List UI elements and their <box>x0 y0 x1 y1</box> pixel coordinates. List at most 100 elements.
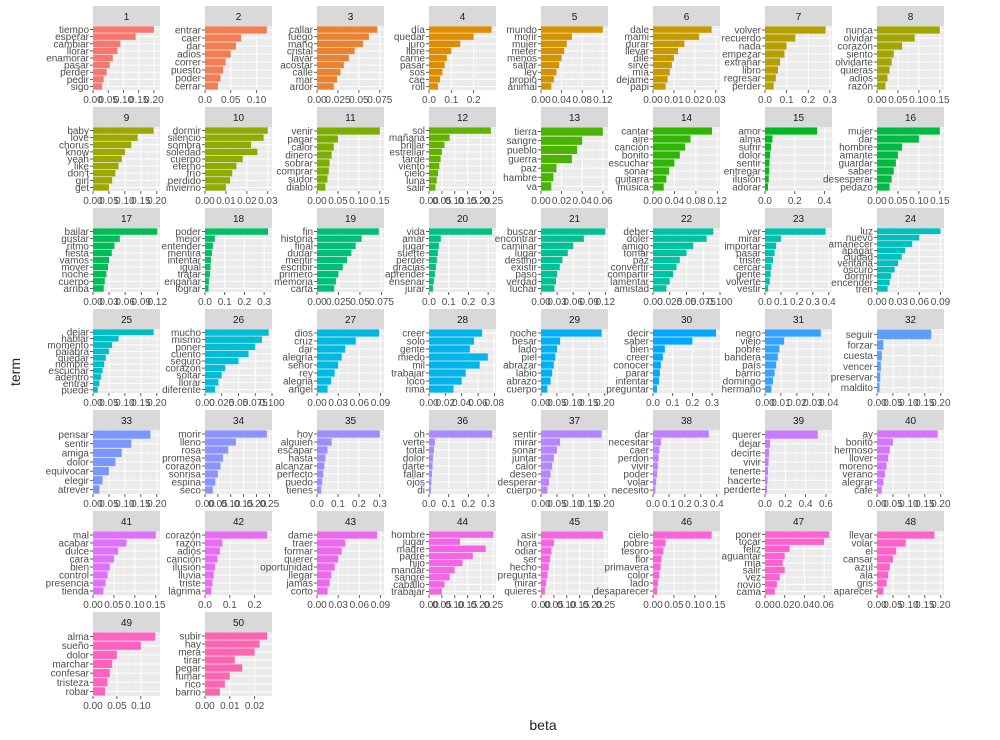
bar <box>429 486 431 494</box>
y-tick-label: moreno <box>839 462 873 473</box>
bar <box>541 278 557 285</box>
x-tick-label: 0.05 <box>350 297 370 308</box>
facet-strip-label: 41 <box>121 517 133 528</box>
bar <box>205 688 220 696</box>
facet-29: 29 nochebesarladopielabrazarlabioabrazocu… <box>503 309 615 409</box>
y-tick-label: mano <box>288 39 313 50</box>
y-tick-label: deber <box>623 227 649 238</box>
bar <box>541 173 554 182</box>
y-tick-label: desperar <box>498 478 538 489</box>
y-tick-label: memoria <box>274 277 313 288</box>
y-tick-label: acabar <box>58 539 89 550</box>
x-tick-label: 0.05 <box>883 398 903 409</box>
bar <box>877 228 941 235</box>
bar <box>877 579 887 587</box>
y-tick-label: caer <box>182 34 202 45</box>
bar <box>205 184 226 191</box>
x-tick-label: 0.04 <box>572 196 592 207</box>
y-tick-label: conocer <box>613 361 649 372</box>
y-tick-label: tren <box>856 284 873 295</box>
y-tick-label: cae <box>409 75 426 86</box>
x-tick-label: 0.05 <box>98 95 118 106</box>
y-tick-label: pregunta <box>498 571 538 582</box>
bar <box>541 345 557 353</box>
bar <box>205 547 220 555</box>
bar <box>93 579 106 587</box>
bar <box>317 135 338 143</box>
y-tick-label: quieres <box>504 587 537 598</box>
y-tick-label: volverte <box>726 277 761 288</box>
y-tick-label: tesoro <box>621 547 649 558</box>
bar <box>429 177 437 184</box>
y-tick-label: caminar <box>501 241 537 252</box>
y-tick-label: dejame <box>616 75 649 86</box>
x-tick-label: 0.03 <box>706 95 726 106</box>
y-tick-label: aire <box>632 135 649 146</box>
y-tick-label: jamás <box>285 579 313 590</box>
facet-strip <box>317 309 384 329</box>
y-axis-title: term <box>7 358 23 386</box>
x-tick-label: 0.10 <box>125 600 145 611</box>
x-tick-label: 0.2 <box>352 499 366 510</box>
bar <box>877 135 919 143</box>
x-tick-label: 0.08 <box>572 95 592 106</box>
x-tick-label: 0.025 <box>325 95 350 106</box>
bar <box>541 154 572 164</box>
bar <box>765 50 785 58</box>
x-tick-label: 0.00 <box>419 600 439 611</box>
bar <box>653 249 687 257</box>
y-tick-label: gente <box>400 345 425 356</box>
x-tick-label: 0.06 <box>910 297 930 308</box>
bar <box>205 470 218 478</box>
bar <box>93 380 100 387</box>
y-tick-label: lado <box>518 345 537 356</box>
x-tick-label: 0.00 <box>531 196 551 207</box>
x-tick-label: 0.06 <box>350 398 370 409</box>
bar <box>877 470 885 478</box>
y-tick-label: promesa <box>162 454 201 465</box>
y-tick-label: compartir <box>607 270 649 281</box>
bar <box>317 361 339 369</box>
y-tick-label: gente <box>736 270 761 281</box>
y-tick-label: guerra <box>508 155 537 166</box>
bar <box>93 26 154 33</box>
bar <box>653 159 675 167</box>
bar <box>93 539 127 547</box>
bar <box>653 345 665 353</box>
bar <box>429 559 463 567</box>
x-tick-label: 0.0 <box>758 297 772 308</box>
y-tick-label: aguantar <box>722 551 762 562</box>
y-tick-label: llevar <box>625 46 650 57</box>
bar <box>877 175 892 183</box>
x-tick-label: 0.03 <box>99 297 119 308</box>
bar <box>765 175 769 183</box>
x-tick-label: 0.06 <box>563 297 583 308</box>
bar <box>205 372 222 379</box>
bar <box>317 278 336 285</box>
y-tick-label: dar <box>299 345 314 356</box>
y-tick-label: don't <box>68 169 90 180</box>
y-tick-label: hambre <box>503 173 537 184</box>
facet-strip <box>653 107 720 127</box>
y-tick-label: mañana <box>389 133 426 144</box>
y-tick-label: mejor <box>176 234 202 245</box>
bar <box>205 242 213 249</box>
bar <box>653 446 660 454</box>
bar <box>877 50 894 58</box>
y-tick-label: adorar <box>732 183 762 194</box>
bar <box>429 184 436 191</box>
y-tick-label: alegria <box>283 377 313 388</box>
y-tick-label: amistad <box>614 284 649 295</box>
facet-32: 32 seguirforzarcuestavencerpreservarmaldi… <box>831 309 951 409</box>
facet-strip <box>653 6 720 26</box>
bar <box>93 228 158 235</box>
facet-strip <box>653 511 720 531</box>
bar <box>93 587 104 595</box>
x-tick-label: 0.20 <box>147 398 167 409</box>
y-tick-label: fiesta <box>65 248 89 259</box>
bar <box>429 141 445 148</box>
bar <box>653 83 666 90</box>
x-tick-label: 0.04 <box>552 95 572 106</box>
y-tick-label: bien <box>70 563 89 574</box>
